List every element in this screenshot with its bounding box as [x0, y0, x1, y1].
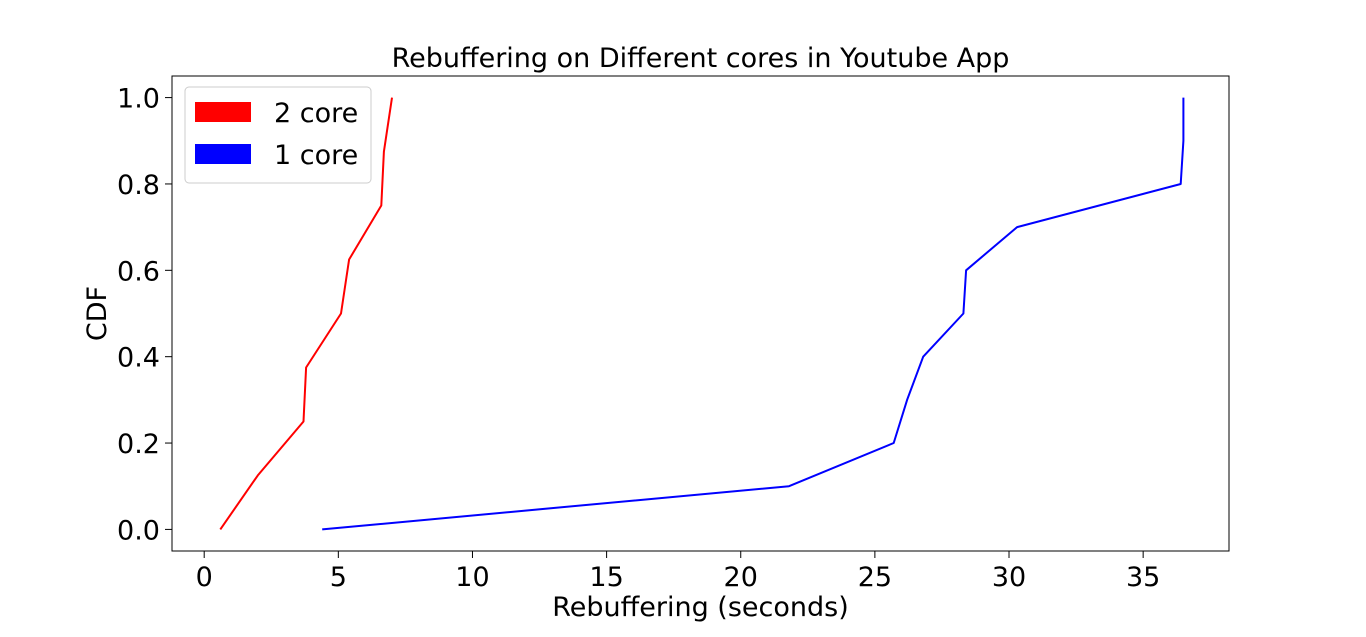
x-axis-label: Rebuffering (seconds) [552, 592, 849, 623]
y-tick-label: 0.2 [117, 429, 160, 460]
legend-swatch-2 [195, 144, 251, 164]
plot-area [171, 75, 1230, 552]
series-line-2 [322, 97, 1185, 531]
legend-swatch-1 [195, 102, 251, 122]
y-tick-label: 0.4 [117, 343, 160, 374]
x-tick-label: 20 [724, 562, 758, 593]
x-tick-label: 35 [1126, 562, 1160, 593]
y-axis: 0.0 0.2 0.4 0.6 0.8 1.0 [117, 84, 172, 546]
x-tick-label: 30 [992, 562, 1026, 593]
legend: 2 core 1 core [184, 86, 372, 184]
x-tick-label: 0 [196, 562, 213, 593]
series-line-1 [219, 97, 393, 530]
y-tick-label: 1.0 [117, 84, 160, 115]
x-axis: 0 5 10 15 20 25 30 35 [196, 551, 1160, 593]
legend-label-2: 1 core [274, 140, 358, 171]
y-tick-label: 0.8 [117, 170, 160, 201]
y-tick-label: 0.6 [117, 256, 160, 287]
y-axis-label: CDF [82, 286, 113, 341]
chart-title: Rebuffering on Different cores in Youtub… [392, 43, 1010, 74]
x-tick-label: 10 [455, 562, 489, 593]
x-tick-label: 25 [858, 562, 892, 593]
y-tick-label: 0.0 [117, 515, 160, 546]
legend-label-1: 2 core [274, 98, 358, 129]
x-tick-label: 15 [589, 562, 623, 593]
x-tick-label: 5 [330, 562, 347, 593]
series-layer [219, 97, 1185, 531]
